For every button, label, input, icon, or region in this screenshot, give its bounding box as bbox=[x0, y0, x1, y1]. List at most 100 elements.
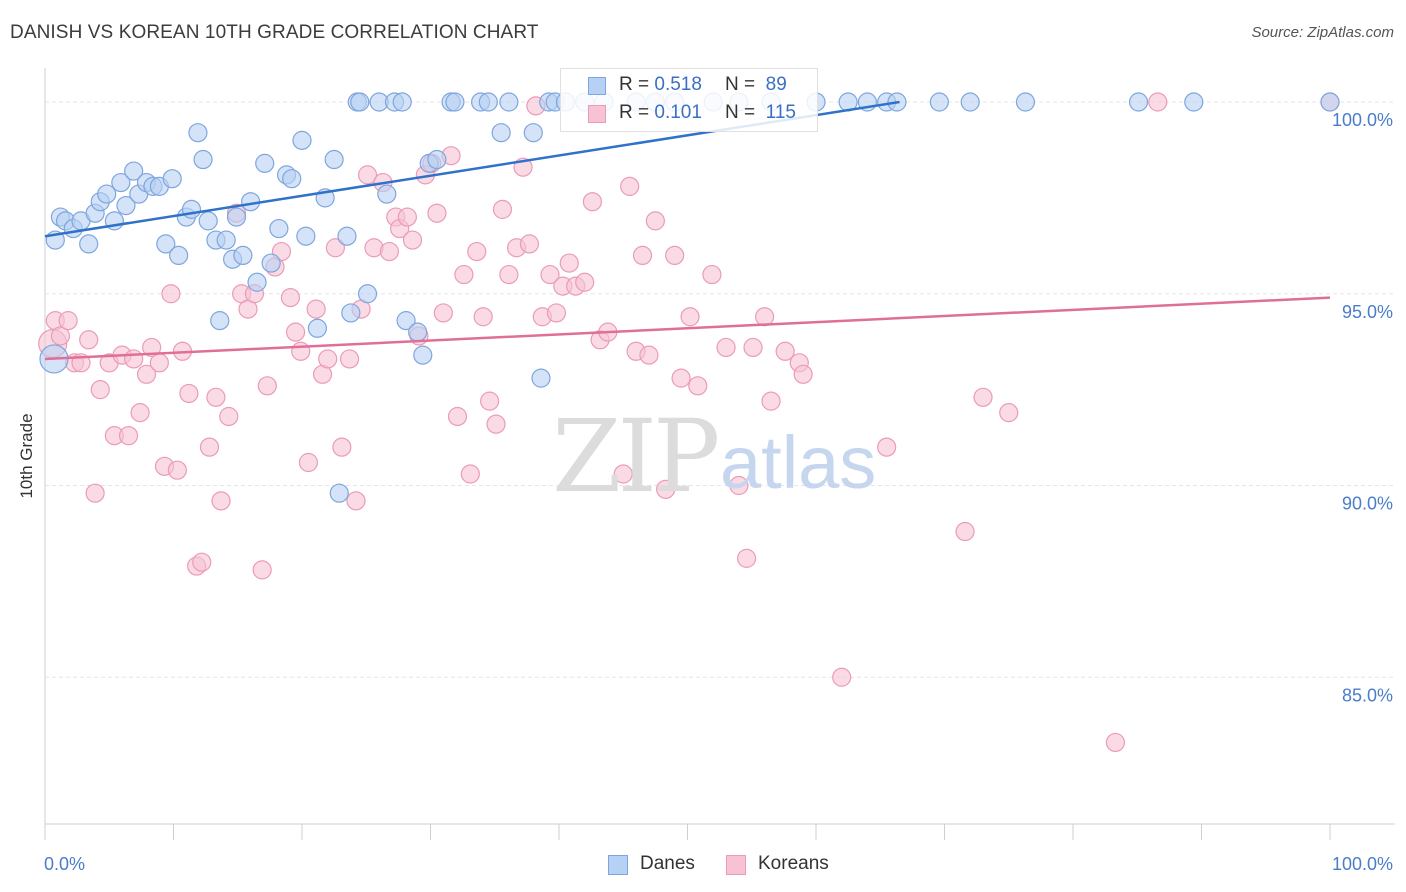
y-tick-label: 90.0% bbox=[1342, 494, 1393, 514]
danes-point bbox=[198, 211, 218, 231]
danes-point bbox=[350, 92, 370, 112]
koreans-point bbox=[716, 337, 736, 358]
danes-point bbox=[162, 169, 182, 189]
legend-row-koreans: R = 0.101 N = 115 bbox=[561, 101, 817, 127]
legend-r-koreans: R = 0.101 bbox=[619, 102, 702, 123]
koreans-point bbox=[973, 387, 993, 407]
danes-point bbox=[169, 245, 189, 266]
danes-point bbox=[337, 226, 357, 246]
koreans-point bbox=[79, 330, 99, 350]
koreans-point bbox=[665, 245, 685, 266]
danes-point bbox=[181, 199, 202, 219]
koreans-point bbox=[379, 241, 399, 262]
koreans-point bbox=[118, 426, 139, 446]
axes bbox=[44, 68, 1395, 840]
koreans-point bbox=[346, 491, 366, 511]
koreans-point bbox=[447, 406, 468, 427]
koreans-point bbox=[192, 552, 212, 572]
koreans-point bbox=[688, 376, 708, 396]
koreans-point bbox=[582, 192, 603, 212]
koreans-point bbox=[257, 376, 277, 396]
danes-point bbox=[193, 149, 213, 170]
danes-point bbox=[413, 345, 433, 365]
koreans-point bbox=[761, 391, 781, 411]
danes-point bbox=[233, 245, 253, 266]
koreans-point bbox=[206, 387, 226, 407]
koreans-point bbox=[540, 264, 560, 285]
koreans-point bbox=[427, 203, 447, 223]
watermark-atlas: atlas bbox=[720, 421, 877, 504]
danes-point bbox=[111, 172, 131, 193]
koreans-point bbox=[775, 341, 795, 361]
koreans-point bbox=[729, 475, 749, 496]
koreans-point bbox=[999, 403, 1019, 423]
koreans-point bbox=[285, 322, 306, 342]
danes-legend-swatch bbox=[608, 855, 628, 875]
koreans-point bbox=[318, 349, 338, 369]
danes-point bbox=[156, 234, 176, 254]
x-tick-label: 100.0% bbox=[1332, 854, 1393, 874]
koreans-point bbox=[161, 284, 181, 304]
danes-point bbox=[97, 184, 117, 204]
danes-point bbox=[116, 195, 136, 216]
koreans-point bbox=[332, 437, 352, 457]
danes-point bbox=[341, 303, 361, 323]
y-axis-title: 10th Grade bbox=[17, 413, 36, 498]
danes-point bbox=[269, 218, 289, 239]
koreans-point bbox=[955, 521, 975, 542]
koreans-point bbox=[620, 176, 640, 196]
danes-point bbox=[1184, 92, 1204, 112]
koreans-points bbox=[38, 92, 1340, 753]
danes-point bbox=[929, 92, 949, 112]
koreans-point bbox=[519, 234, 540, 254]
danes-point bbox=[357, 284, 378, 304]
koreans-point bbox=[179, 383, 199, 404]
koreans-point bbox=[325, 238, 346, 258]
danes-point bbox=[188, 123, 208, 143]
koreans-point bbox=[357, 165, 378, 185]
koreans-point bbox=[433, 303, 453, 323]
danes-point bbox=[296, 226, 316, 246]
koreans-point bbox=[639, 345, 659, 365]
koreans-point bbox=[1148, 92, 1168, 112]
legend-r-danes: R = 0.518 bbox=[619, 74, 702, 95]
koreans-point bbox=[632, 245, 653, 266]
koreans-point bbox=[559, 253, 579, 273]
danes-point bbox=[377, 184, 397, 204]
danes-point bbox=[445, 92, 465, 112]
koreans-point bbox=[575, 272, 595, 292]
danes-point bbox=[1128, 92, 1149, 112]
danes-point bbox=[79, 234, 99, 254]
koreans-point bbox=[130, 403, 150, 423]
koreans-point bbox=[480, 391, 500, 411]
tick-labels: 85.0% 90.0% 95.0% 100.0% 0.0% 100.0% 10th Grad… bbox=[17, 110, 1393, 874]
koreans-trend-line bbox=[44, 296, 1331, 361]
danes-point bbox=[216, 230, 236, 250]
koreans-point bbox=[1105, 732, 1126, 753]
koreans-point bbox=[58, 311, 78, 331]
koreans-point bbox=[743, 337, 763, 358]
koreans-point bbox=[671, 368, 691, 388]
danes-point bbox=[1320, 92, 1340, 112]
koreans-point bbox=[306, 299, 326, 319]
koreans-point bbox=[492, 199, 513, 219]
koreans-point bbox=[460, 464, 480, 484]
koreans-point bbox=[298, 452, 319, 473]
koreans-point bbox=[702, 264, 722, 285]
koreans-point bbox=[280, 287, 301, 308]
koreans-point bbox=[402, 230, 423, 250]
koreans-point bbox=[645, 211, 665, 231]
watermark-zip: ZIP bbox=[552, 398, 720, 515]
koreans-point bbox=[467, 241, 487, 262]
koreans-point bbox=[50, 326, 71, 346]
danes-point bbox=[960, 92, 980, 112]
koreans-point bbox=[613, 464, 633, 484]
koreans-point bbox=[832, 667, 852, 687]
gridlines bbox=[45, 101, 1395, 678]
danes-point bbox=[1015, 92, 1036, 112]
koreans-point bbox=[90, 380, 110, 400]
danes-point bbox=[226, 207, 247, 227]
koreans-point bbox=[473, 307, 493, 327]
danes-point bbox=[329, 483, 349, 503]
